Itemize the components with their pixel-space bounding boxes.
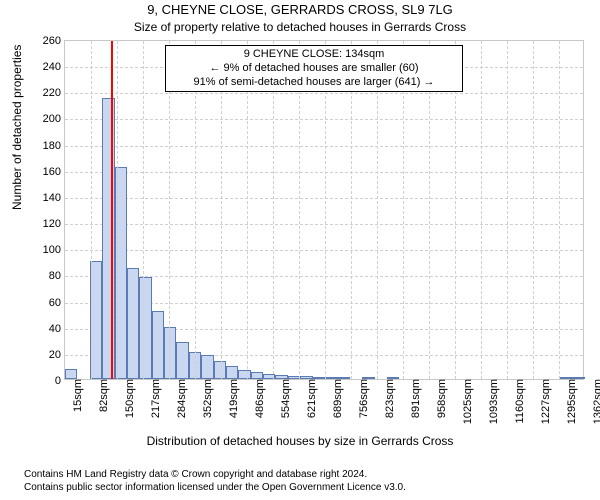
histogram-bar bbox=[139, 277, 151, 379]
info-box: 9 CHEYNE CLOSE: 134sqm ← 9% of detached … bbox=[165, 45, 463, 92]
x-tick-label: 554sqm bbox=[276, 379, 292, 418]
y-tick-label: 40 bbox=[49, 323, 65, 335]
x-axis-label: Distribution of detached houses by size … bbox=[0, 434, 600, 448]
grid-line-v bbox=[481, 41, 482, 379]
grid-line-v bbox=[91, 41, 92, 379]
y-tick-label: 100 bbox=[43, 244, 65, 256]
x-tick-label: 689sqm bbox=[328, 379, 344, 418]
x-tick-label: 958sqm bbox=[432, 379, 448, 418]
footer-line-1: Contains HM Land Registry data © Crown c… bbox=[24, 469, 406, 482]
x-tick-label: 150sqm bbox=[120, 379, 136, 418]
x-tick-label: 352sqm bbox=[198, 379, 214, 418]
y-tick-label: 20 bbox=[49, 349, 65, 361]
y-tick-label: 260 bbox=[43, 35, 65, 47]
histogram-bar bbox=[214, 361, 226, 379]
plot-area: 02040608010012014016018020022024026015sq… bbox=[64, 40, 584, 380]
x-tick-label: 284sqm bbox=[172, 379, 188, 418]
grid-line-v bbox=[117, 41, 118, 379]
x-tick-label: 82sqm bbox=[94, 379, 110, 412]
y-tick-label: 240 bbox=[43, 61, 65, 73]
histogram-bar bbox=[152, 311, 164, 379]
y-tick-label: 0 bbox=[55, 375, 65, 387]
y-tick-label: 160 bbox=[43, 166, 65, 178]
grid-line-v bbox=[533, 41, 534, 379]
histogram-bar bbox=[176, 342, 188, 379]
x-tick-label: 621sqm bbox=[302, 379, 318, 418]
info-line-2: ← 9% of detached houses are smaller (60) bbox=[172, 62, 456, 76]
x-tick-label: 419sqm bbox=[224, 379, 240, 418]
x-tick-label: 1093sqm bbox=[484, 379, 500, 424]
grid-line-v bbox=[559, 41, 560, 379]
property-marker-line bbox=[111, 41, 113, 379]
x-tick-label: 486sqm bbox=[250, 379, 266, 418]
chart-title: 9, CHEYNE CLOSE, GERRARDS CROSS, SL9 7LG bbox=[0, 2, 600, 17]
y-tick-label: 80 bbox=[49, 270, 65, 282]
x-tick-label: 1362sqm bbox=[588, 379, 600, 424]
histogram-bar bbox=[226, 366, 238, 379]
grid-line-v bbox=[507, 41, 508, 379]
x-tick-label: 823sqm bbox=[380, 379, 396, 418]
x-tick-label: 756sqm bbox=[354, 379, 370, 418]
y-tick-label: 180 bbox=[43, 140, 65, 152]
x-tick-label: 1295sqm bbox=[562, 379, 578, 424]
histogram-bar bbox=[127, 268, 139, 379]
y-tick-label: 120 bbox=[43, 218, 65, 230]
histogram-bar bbox=[164, 327, 176, 379]
y-tick-label: 140 bbox=[43, 192, 65, 204]
info-line-3: 91% of semi-detached houses are larger (… bbox=[172, 76, 456, 90]
histogram-bar bbox=[238, 370, 250, 379]
x-tick-label: 1160sqm bbox=[510, 379, 526, 423]
chart-container: 9, CHEYNE CLOSE, GERRARDS CROSS, SL9 7LG… bbox=[0, 0, 600, 500]
y-axis-label: Number of detached properties bbox=[10, 45, 24, 210]
y-tick-label: 60 bbox=[49, 297, 65, 309]
footer-line-2: Contains public sector information licen… bbox=[24, 482, 406, 495]
histogram-bar bbox=[201, 355, 213, 379]
y-tick-label: 220 bbox=[43, 87, 65, 99]
x-tick-label: 217sqm bbox=[146, 379, 162, 418]
grid-line-v bbox=[143, 41, 144, 379]
info-line-1: 9 CHEYNE CLOSE: 134sqm bbox=[172, 48, 456, 62]
x-tick-label: 1025sqm bbox=[458, 379, 474, 424]
footer: Contains HM Land Registry data © Crown c… bbox=[24, 469, 406, 494]
y-tick-label: 200 bbox=[43, 113, 65, 125]
x-tick-label: 1227sqm bbox=[536, 379, 552, 424]
x-tick-label: 15sqm bbox=[68, 379, 84, 412]
chart-subtitle: Size of property relative to detached ho… bbox=[0, 20, 600, 34]
histogram-bar bbox=[65, 369, 77, 379]
x-tick-label: 891sqm bbox=[406, 379, 422, 418]
